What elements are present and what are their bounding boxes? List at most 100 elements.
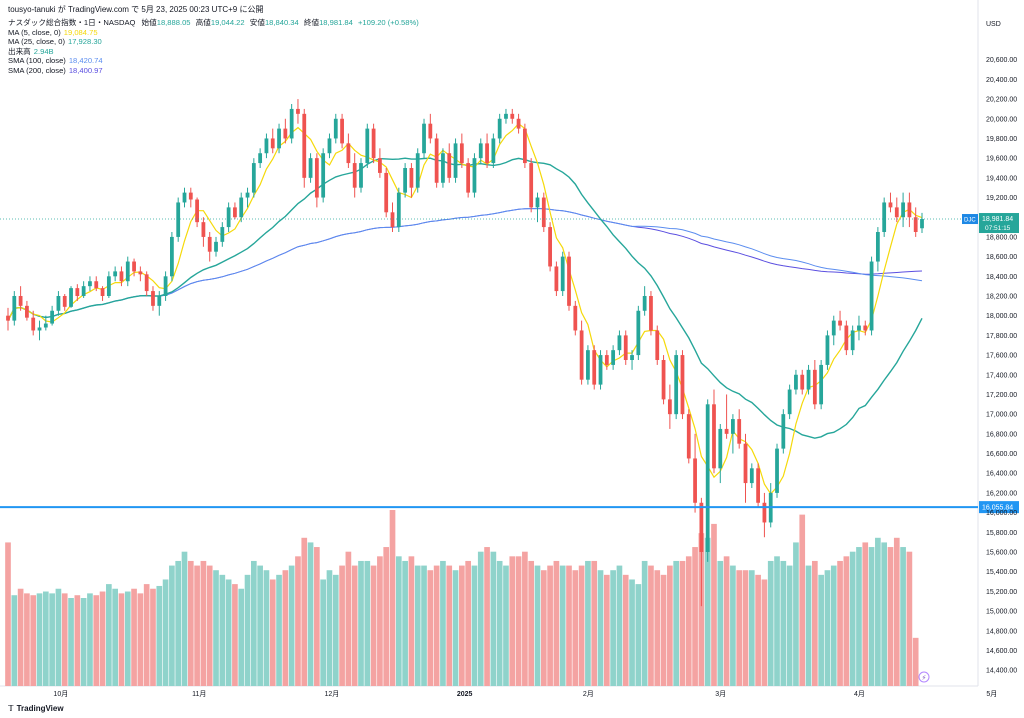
candle-body — [453, 143, 458, 178]
candle-body — [415, 153, 420, 188]
candle-body — [611, 350, 616, 365]
candle-body — [485, 143, 489, 164]
candle-body — [731, 419, 735, 434]
volume-bar — [11, 595, 18, 686]
candle-body — [535, 197, 540, 208]
volume-bar — [257, 565, 263, 686]
candle-body — [636, 310, 641, 356]
price-tick-label: 20,400.00 — [986, 77, 1017, 84]
indicator-sma100[interactable]: SMA (100, close) 18,420.74 — [8, 56, 103, 66]
volume-bar — [610, 570, 616, 686]
volume-bar — [767, 560, 774, 686]
indicator-sma200[interactable]: SMA (200, close) 18,400.97 — [8, 65, 103, 75]
candle-body — [598, 355, 603, 385]
volume-bar — [906, 551, 913, 686]
candle-body — [321, 153, 326, 198]
tradingview-logo[interactable]: 𝕋 TradingView — [8, 704, 64, 713]
candle-body — [812, 369, 817, 405]
price-tick-label: 18,200.00 — [986, 294, 1017, 301]
symbol-row[interactable]: ナスダック総合指数・1日・NASDAQ 始値18,888.05 高値19,044… — [8, 18, 419, 28]
candle-body — [88, 281, 92, 287]
volume-bar — [465, 560, 471, 686]
candle-body — [169, 236, 174, 277]
horizontal-line-layer[interactable]: 16,055.84 — [0, 501, 1019, 514]
indicator-ma25[interactable]: MA (25, close, 0) 17,928.30 — [8, 37, 102, 47]
ohlc-low-label: 安値 — [249, 18, 265, 27]
price-tick-label: 18,400.00 — [986, 274, 1017, 281]
volume-bar — [893, 537, 900, 686]
candle-body — [277, 128, 281, 149]
indicator-ma5[interactable]: MA (5, close, 0) 19,084.75 — [8, 27, 98, 37]
candle-body — [283, 128, 288, 139]
price-axis[interactable]: USD 20,600.00 20,400.00 20,200.00 20,000.00… — [986, 21, 1017, 675]
candle-body — [25, 305, 29, 318]
candle-body — [869, 261, 874, 331]
price-tick-label: 20,600.00 — [986, 57, 1017, 64]
indicator-volume[interactable]: 出来高 2.94B — [8, 46, 54, 56]
volume-bar — [698, 533, 705, 686]
candle-body — [75, 288, 80, 296]
volume-bar — [679, 560, 686, 686]
ohlc-open-label: 始値 — [141, 18, 157, 27]
publish-header: tousyo-tanuki が TradingView.com で 5月 23,… — [8, 5, 264, 14]
volume-bar — [169, 565, 175, 686]
price-tick-label: 14,600.00 — [986, 648, 1017, 655]
volume-bar — [175, 560, 182, 686]
brand-label: TradingView — [16, 704, 64, 713]
volume-bar — [395, 556, 402, 686]
candle-body — [56, 296, 61, 311]
candle-body — [649, 296, 653, 331]
price-tick-label: 16,400.00 — [986, 471, 1017, 478]
volume-bar — [578, 565, 585, 686]
candle-body — [144, 274, 149, 292]
ma5-line — [7, 122, 923, 495]
volume-bar — [843, 556, 850, 686]
candle-body — [548, 227, 552, 267]
volume-bar — [181, 551, 188, 686]
volume-bar — [654, 570, 661, 686]
volume-bar — [326, 570, 333, 686]
price-tick-label: 16,200.00 — [986, 490, 1017, 497]
candle-body — [907, 202, 912, 218]
volume-bar — [540, 570, 547, 686]
candle-body — [491, 138, 496, 164]
candle-body — [875, 232, 880, 262]
candle-body — [352, 163, 357, 188]
volume-bar — [446, 565, 453, 686]
volume-bar — [402, 560, 408, 686]
volume-bar — [143, 584, 150, 686]
candle-body — [838, 320, 842, 326]
volume-bar — [137, 593, 144, 686]
candle-body — [182, 192, 187, 203]
candle-body — [106, 276, 111, 296]
candle-body — [403, 168, 408, 193]
candle-body — [831, 320, 836, 336]
volume-bar — [36, 593, 43, 686]
time-axis[interactable]: 10月11月12月20252月3月4月5月6月 — [53, 690, 1024, 698]
volume-bar — [711, 523, 717, 686]
candle-body — [699, 502, 704, 552]
volume-bar — [774, 556, 780, 686]
volume-bar — [559, 565, 566, 686]
volume-bar — [99, 591, 106, 686]
candle-body — [888, 202, 893, 208]
volume-bar — [685, 556, 692, 686]
candle-body — [504, 113, 508, 119]
volume-bar — [805, 565, 812, 686]
price-tick-label: 18,800.00 — [986, 234, 1017, 241]
symbol-title: ナスダック総合指数・1日・NASDAQ — [8, 18, 136, 27]
candle-body — [119, 271, 124, 282]
volume-bar — [490, 551, 497, 686]
volume-bar — [887, 547, 894, 686]
volume-bar — [93, 595, 100, 686]
candle-body — [434, 138, 439, 183]
event-marker[interactable]: ⚡ — [918, 671, 930, 683]
candle-body — [428, 123, 433, 139]
candle-body — [163, 276, 168, 296]
candle-body — [554, 266, 559, 292]
candle-body — [913, 217, 918, 232]
candle-body — [756, 468, 761, 503]
price-tick-label: 20,000.00 — [986, 116, 1017, 123]
candle-body — [132, 261, 136, 272]
